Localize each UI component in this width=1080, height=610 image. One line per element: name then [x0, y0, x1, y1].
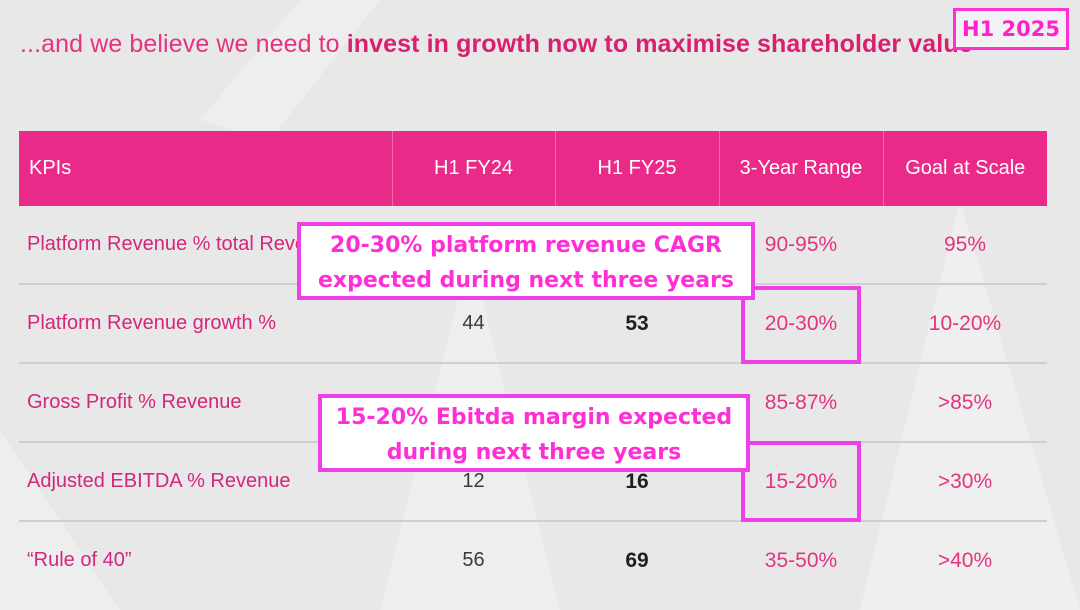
highlight-ebitda-range: [741, 441, 861, 522]
callout-ebitda-margin: 15-20% Ebitda margin expected during nex…: [318, 394, 750, 472]
period-tag: H1 2025: [953, 8, 1069, 50]
value-goal-at-scale: >30%: [883, 442, 1047, 522]
table-header-row: KPIs H1 FY24 H1 FY25 3-Year Range Goal a…: [19, 131, 1047, 206]
callout-line: during next three years: [386, 440, 682, 465]
header-goal-at-scale: Goal at Scale: [883, 131, 1047, 206]
callout-line: 15-20% Ebitda margin expected: [335, 405, 733, 430]
callout-revenue-cagr: 20-30% platform revenue CAGR expected du…: [297, 222, 755, 300]
headline-emphasis: invest in growth now to maximise shareho…: [346, 30, 973, 58]
page-headline: ...and we believe we need to invest in g…: [20, 30, 1060, 59]
value-h1-fy24: 56: [462, 549, 485, 571]
header-kpis: KPIs: [19, 131, 393, 206]
kpi-table: KPIs H1 FY24 H1 FY25 3-Year Range Goal a…: [19, 131, 1047, 599]
value-goal-at-scale: >40%: [937, 548, 993, 572]
header-h1-fy24: H1 FY24: [392, 131, 556, 206]
value-goal-at-scale: 95%: [883, 206, 1047, 285]
callout-line: 20-30% platform revenue CAGR: [330, 233, 722, 258]
value-h1-fy25: 69: [625, 548, 649, 572]
headline-lead: ...and we believe we need to: [20, 30, 347, 58]
header-h1-fy25: H1 FY25: [555, 131, 720, 206]
kpi-label: Platform Revenue % total Revenue: [19, 206, 392, 285]
callout-line: expected during next three years: [317, 268, 735, 293]
table-row: “Rule of 40” 56 69 35-50% >40%: [19, 521, 1047, 599]
value-goal-at-scale: >85%: [883, 363, 1047, 443]
value-goal-at-scale: 10-20%: [883, 284, 1047, 364]
kpi-label: “Rule of 40”: [27, 549, 132, 571]
value-3-year-range: 35-50%: [764, 548, 838, 572]
header-3-year-range: 3-Year Range: [719, 131, 884, 206]
highlight-revenue-range: [741, 286, 861, 364]
